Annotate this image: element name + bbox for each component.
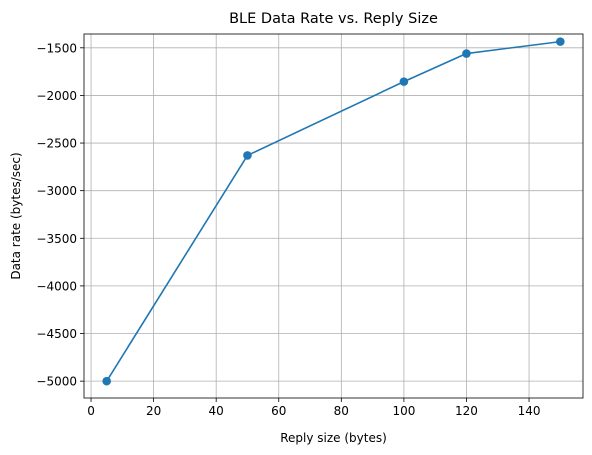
y-tick-label: −3000 [36, 184, 77, 198]
series-layer [102, 37, 565, 386]
x-tick-label: 120 [455, 404, 478, 418]
data-point [462, 49, 471, 58]
x-tick-label: 140 [518, 404, 541, 418]
x-tick-label: 100 [392, 404, 415, 418]
x-axis: 0 20 40 60 80 100 120 140 [87, 398, 540, 418]
data-point [243, 151, 252, 160]
y-tick-label: −4000 [36, 279, 77, 293]
data-point [102, 376, 111, 386]
y-tick-label: −2500 [36, 137, 77, 151]
y-axis: −5000 −4500 −4000 −3500 −3000 −2500 −2000 −1500 [36, 41, 84, 389]
y-tick-label: −4500 [36, 327, 77, 341]
plot-frame [83, 33, 584, 399]
series-line [106, 40, 561, 382]
chart-title: BLE Data Rate vs. Reply Size [229, 11, 438, 27]
x-tick-label: 0 [87, 404, 95, 418]
data-point [399, 77, 409, 86]
grid [84, 34, 583, 398]
y-tick-label: −1500 [36, 41, 77, 55]
y-tick-label: −3500 [36, 232, 77, 246]
x-tick-label: 40 [209, 404, 224, 418]
y-axis-label: Data rate (bytes/sec) [9, 152, 23, 279]
x-axis-label: Reply size (bytes) [280, 431, 387, 445]
x-tick-label: 80 [334, 404, 349, 418]
data-point [556, 37, 565, 46]
x-tick-label: 20 [146, 404, 161, 418]
x-tick-label: 60 [271, 404, 286, 418]
y-tick-label: −5000 [36, 375, 77, 389]
y-tick-label: −2000 [36, 89, 77, 103]
